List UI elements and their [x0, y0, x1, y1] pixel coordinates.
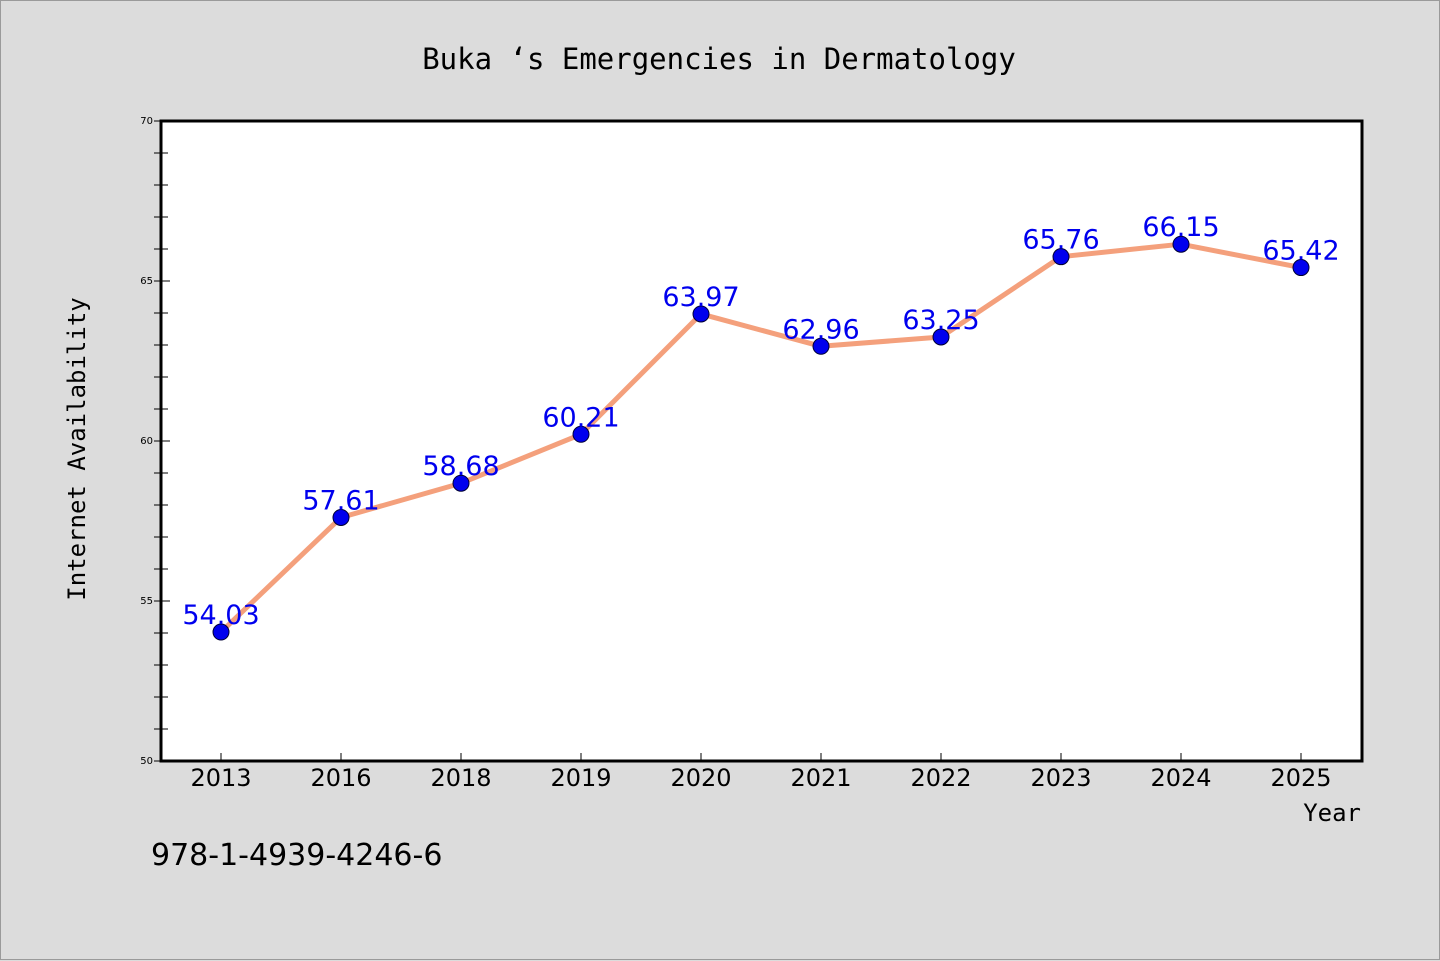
data-point: [932, 328, 950, 346]
data-label: 63.97: [662, 282, 739, 313]
data-label: 66.15: [1142, 212, 1219, 243]
plot-area: [159, 119, 1364, 763]
data-label: 65.42: [1262, 236, 1339, 267]
data-point: [572, 425, 590, 443]
data-label: 58.68: [422, 451, 499, 482]
isbn-text: 978-1-4939-4246-6: [151, 838, 442, 873]
data-label: 65.76: [1022, 225, 1099, 256]
data-label: 54.03: [182, 600, 259, 631]
data-point: [692, 305, 710, 323]
series-group: 54.03 57.61 58.68 60.21 63.97 62.96 63.25 65.76…: [182, 212, 1340, 641]
x-tick-label: 2020: [670, 764, 731, 792]
data-point: [1172, 235, 1190, 253]
x-tick-label: 2019: [550, 764, 611, 792]
y-tick-label: 65: [140, 276, 153, 287]
data-label: 62.96: [782, 314, 859, 345]
y-tick-label: 60: [140, 436, 153, 447]
y-tick-label: 70: [140, 116, 153, 127]
x-tick-label: 2021: [790, 764, 851, 792]
x-tick-label: 2018: [430, 764, 491, 792]
x-axis: 2013 2016 2018 2019 2020 2021 2022 2023 2024 2025: [190, 753, 1332, 792]
chart-title: Buka ‘s Emergencies in Dermatology: [422, 42, 1016, 76]
data-label: 57.61: [302, 485, 379, 516]
data-point: [332, 508, 350, 526]
x-tick-label: 2024: [1150, 764, 1211, 792]
y-axis: 50 55 60 65 70: [140, 116, 170, 767]
data-point: [452, 474, 470, 492]
data-point: [1292, 259, 1310, 277]
x-tick-label: 2016: [310, 764, 371, 792]
data-label: 63.25: [902, 305, 979, 336]
x-axis-label: Year: [1303, 799, 1361, 827]
x-tick-label: 2013: [190, 764, 251, 792]
data-point: [212, 623, 230, 641]
y-axis-label: Internet Availability: [63, 297, 91, 600]
x-tick-label: 2023: [1030, 764, 1091, 792]
y-tick-label: 55: [140, 596, 153, 607]
data-point: [1052, 248, 1070, 266]
data-label: 60.21: [542, 402, 619, 433]
data-point: [812, 337, 830, 355]
x-tick-label: 2025: [1270, 764, 1331, 792]
series-line: [218, 241, 1304, 635]
y-tick-label: 50: [140, 756, 153, 767]
x-tick-label: 2022: [910, 764, 971, 792]
